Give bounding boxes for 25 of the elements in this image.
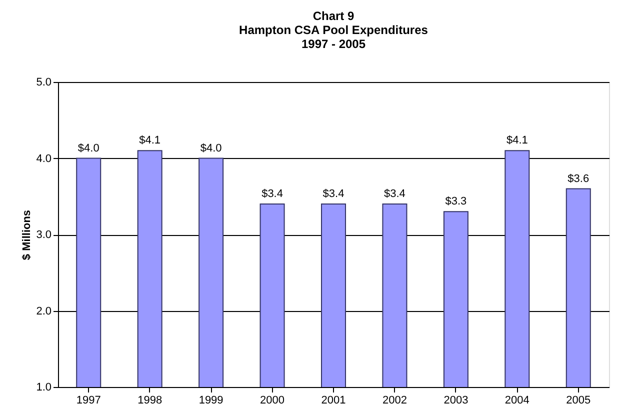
data-label: $4.1 (139, 134, 161, 147)
chart-title: Chart 9 Hampton CSA Pool Expenditures 1997 - 2005 (239, 9, 428, 51)
data-label: $3.4 (322, 188, 344, 200)
data-label: $4.1 (506, 134, 528, 147)
data-label: $4.0 (78, 142, 100, 154)
x-tick-label: 2005 (566, 394, 591, 406)
y-tick-label: 1.0 (36, 382, 52, 394)
data-label: $4.0 (200, 142, 222, 154)
x-tick-label: 1999 (198, 394, 224, 406)
y-tick-label: 3.0 (36, 229, 52, 241)
y-axis-title: $ Millions (21, 210, 34, 260)
y-tick-label: 2.0 (36, 305, 52, 318)
x-tick-label: 2002 (382, 394, 407, 406)
y-tick-label: 4.0 (36, 152, 52, 165)
data-label: $3.6 (568, 172, 590, 185)
x-tick-label: 2004 (504, 394, 530, 406)
y-tick-label: 5.0 (36, 76, 52, 88)
x-tick-label: 1998 (138, 394, 162, 406)
data-label: $3.3 (445, 196, 467, 208)
x-tick-label: 2000 (260, 394, 285, 406)
x-tick-label: 2001 (321, 394, 346, 406)
x-tick-label: 2003 (444, 394, 468, 406)
x-tick-label: 1997 (76, 394, 101, 406)
data-label: $3.4 (384, 188, 406, 200)
data-label: $3.4 (262, 188, 283, 200)
